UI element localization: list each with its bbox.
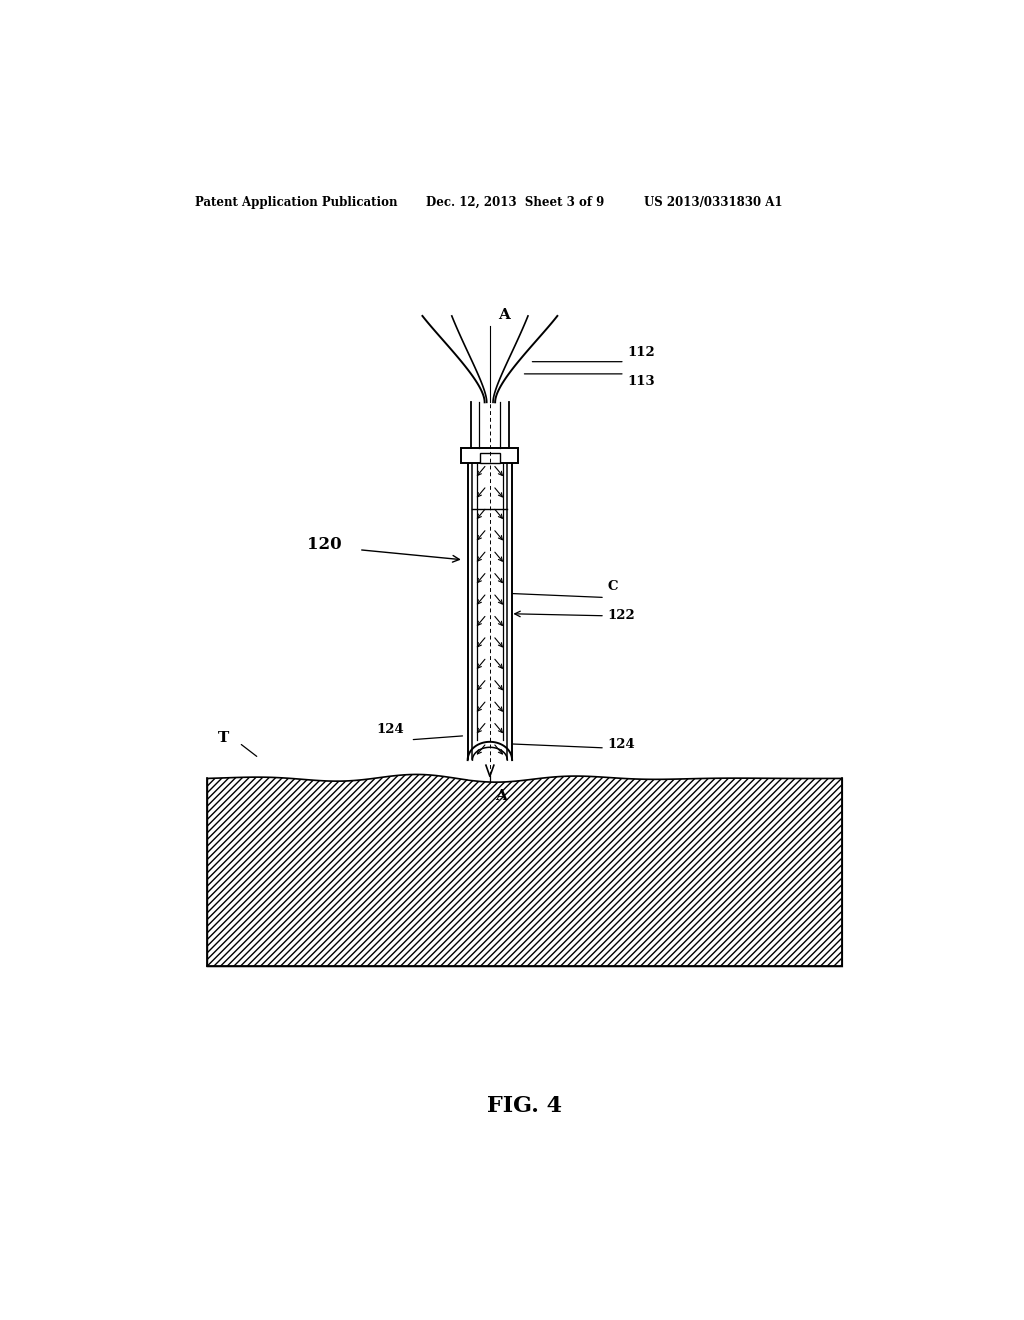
Text: 124: 124: [607, 738, 635, 751]
Text: A: A: [495, 788, 507, 803]
Text: 120: 120: [307, 536, 342, 553]
Text: A: A: [498, 308, 510, 322]
Polygon shape: [207, 775, 842, 966]
Text: Patent Application Publication: Patent Application Publication: [196, 195, 398, 209]
Bar: [462, 447, 518, 463]
Text: 112: 112: [627, 346, 655, 359]
Bar: [468, 463, 512, 760]
Text: T: T: [218, 731, 229, 744]
Text: FIG. 4: FIG. 4: [487, 1094, 562, 1117]
Text: C: C: [607, 581, 617, 594]
Text: 122: 122: [607, 610, 635, 622]
Text: Dec. 12, 2013  Sheet 3 of 9: Dec. 12, 2013 Sheet 3 of 9: [426, 195, 604, 209]
Text: 113: 113: [627, 375, 654, 388]
Text: US 2013/0331830 A1: US 2013/0331830 A1: [644, 195, 782, 209]
Text: 124: 124: [377, 723, 404, 735]
Bar: [479, 453, 500, 463]
